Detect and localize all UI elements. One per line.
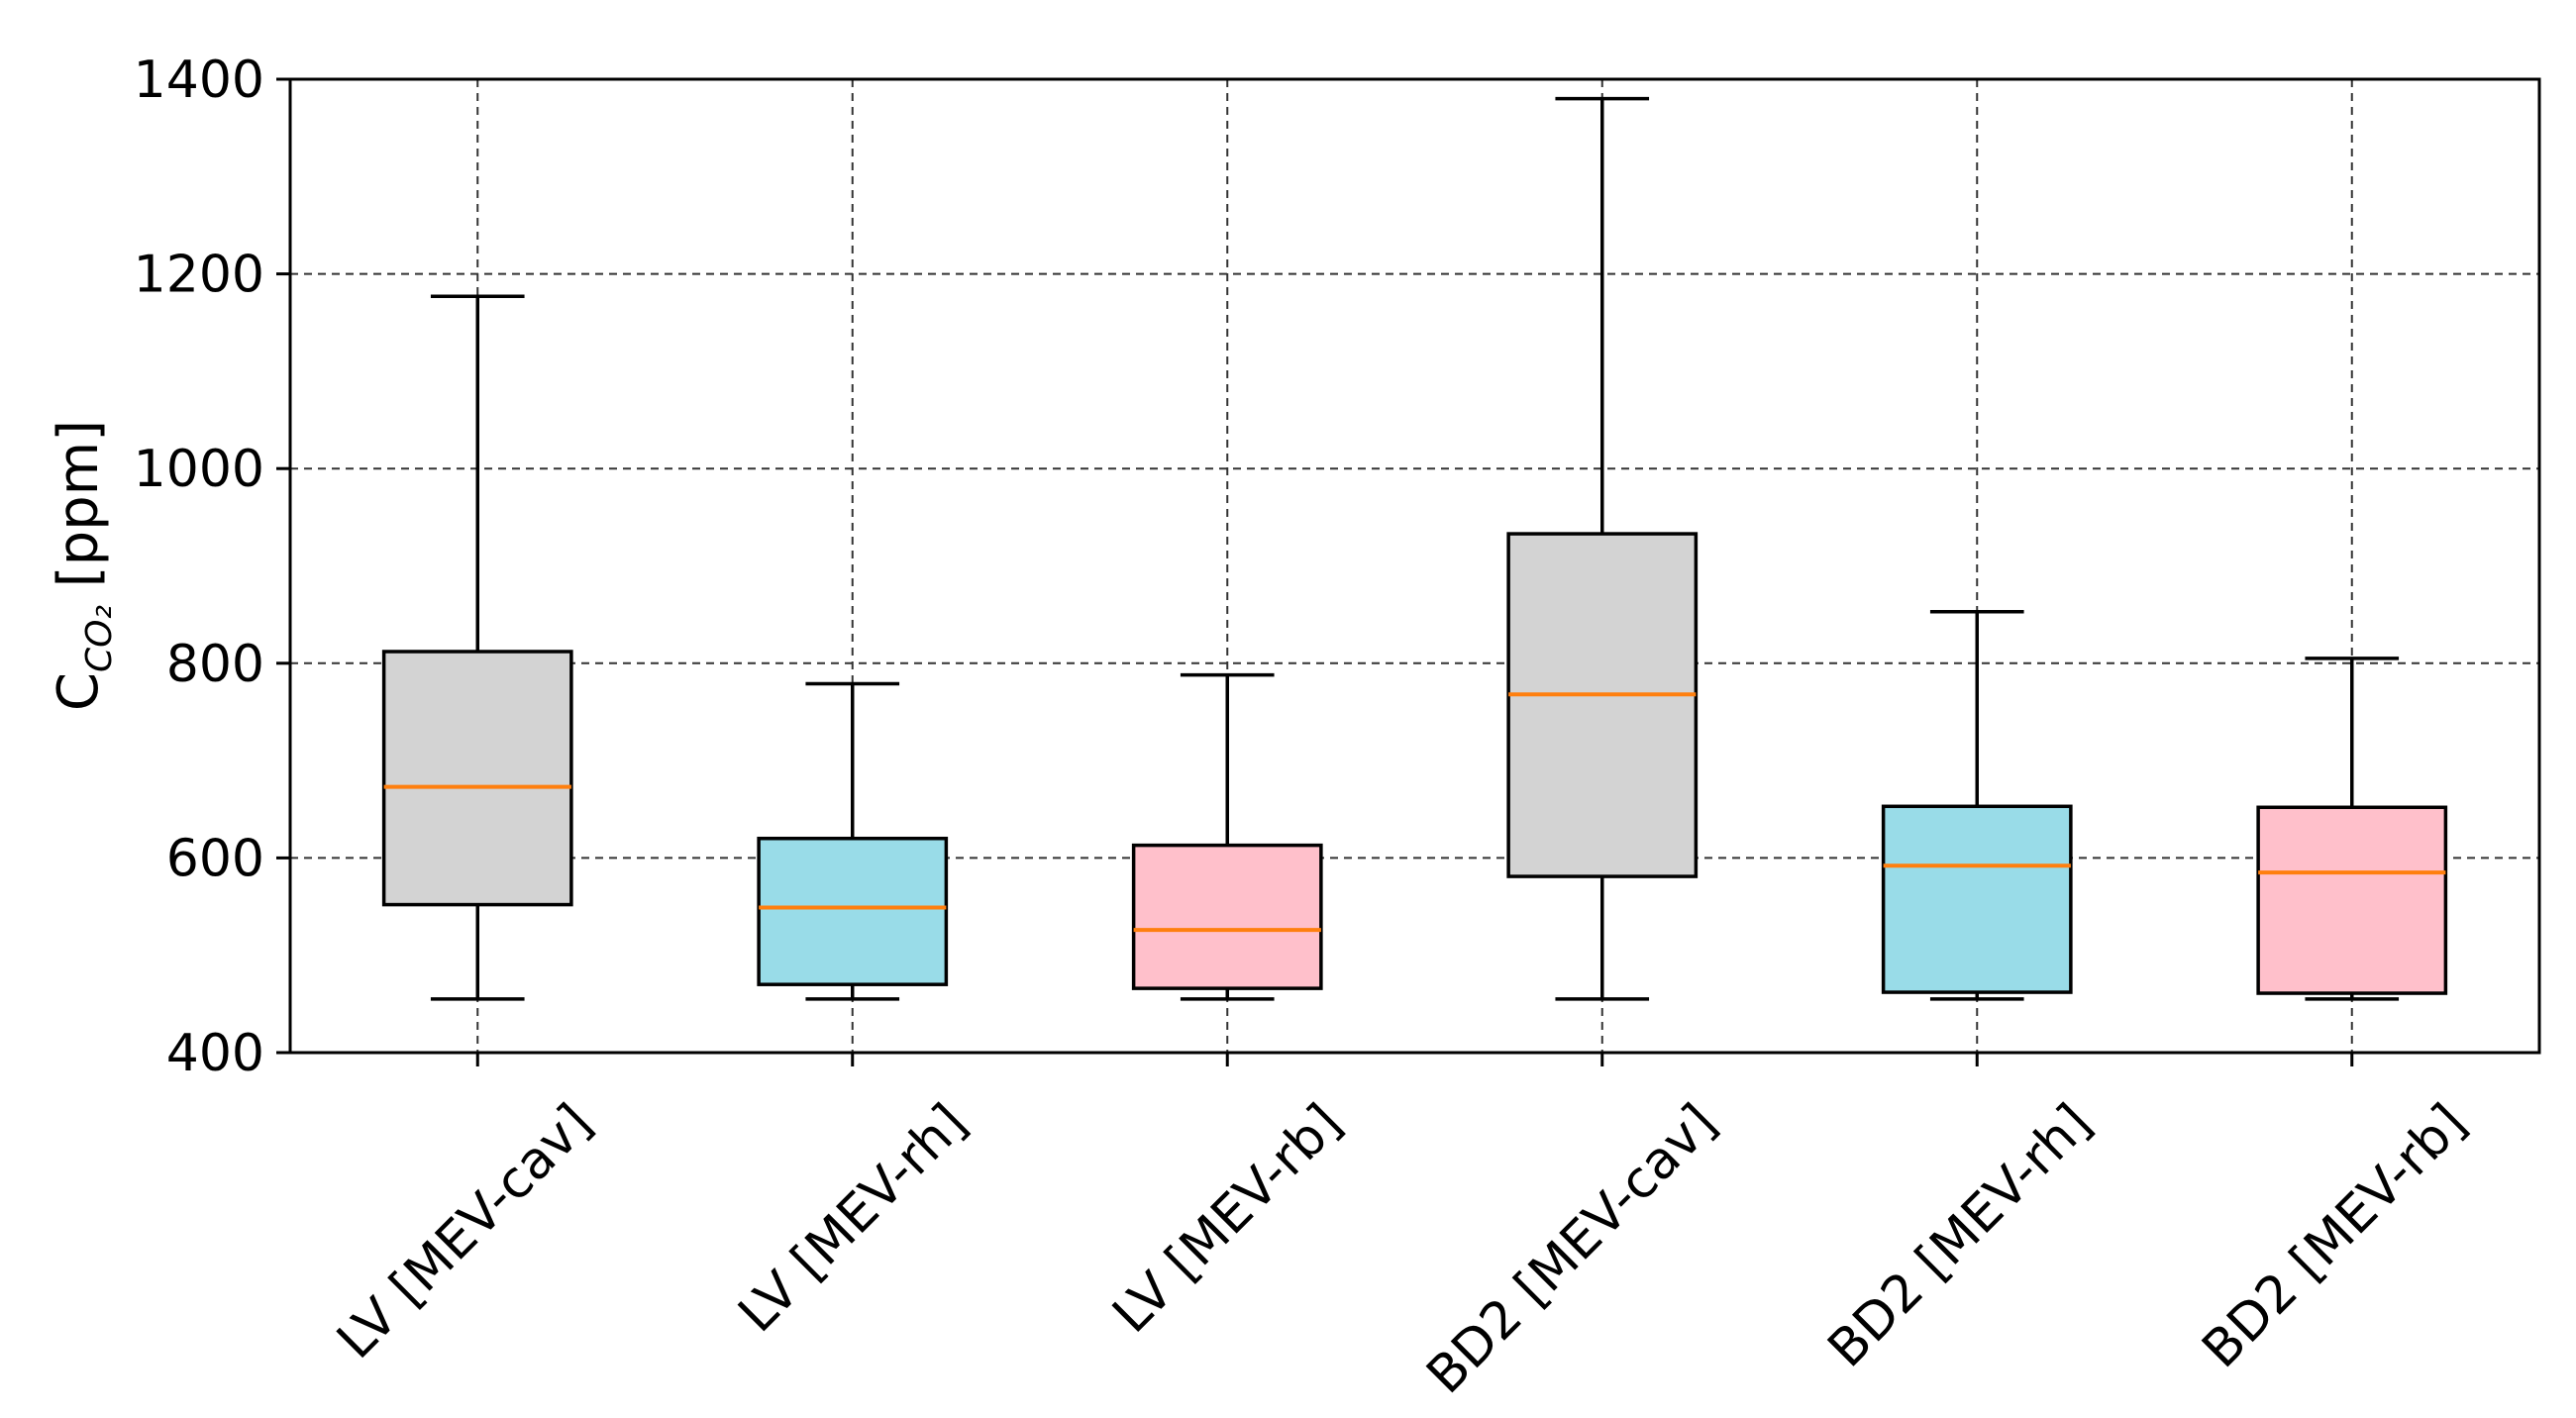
y-tick-label: 600 (166, 829, 264, 888)
box-1 (381, 294, 573, 1001)
box-4 (1506, 96, 1699, 1001)
y-tick-label: 400 (166, 1024, 264, 1083)
grid-layer (290, 79, 2539, 1053)
box-5 (1881, 609, 2073, 1001)
y-tick-label: 1200 (134, 246, 264, 305)
box-body (1881, 804, 2073, 994)
box-3 (1131, 672, 1323, 1001)
x-tick-label: BD2 [MEV-rh] (1817, 1093, 2104, 1379)
plot-frame (288, 77, 2541, 1055)
box-body (1131, 843, 1323, 990)
y-axis-label-main: C (47, 672, 111, 711)
x-tick-label: LV [MEV-rh] (728, 1093, 979, 1344)
box-body (1506, 532, 1699, 878)
box-body (381, 650, 573, 907)
y-tick-label: 1000 (134, 440, 264, 499)
box-6 (2256, 657, 2448, 1001)
y-axis-label: CCO₂ [ppm] (47, 420, 120, 711)
box-body (2256, 805, 2448, 995)
ticks-layer (276, 77, 2354, 1066)
x-tick-label: LV [MEV-cav] (326, 1093, 603, 1370)
y-axis-label-subscript: CO₂ (79, 605, 120, 672)
y-axis-label-unit: [ppm] (47, 420, 111, 605)
y-tick-label: 800 (166, 635, 264, 694)
x-tick-label: BD2 [MEV-rb] (2192, 1093, 2478, 1379)
box-2 (757, 681, 949, 1001)
boxes-layer (381, 96, 2448, 1001)
x-tick-label: LV [MEV-rb] (1101, 1093, 1353, 1345)
box-body (757, 836, 949, 986)
y-tick-label: 1400 (134, 51, 264, 110)
x-tick-label: BD2 [MEV-cav] (1415, 1093, 1727, 1405)
